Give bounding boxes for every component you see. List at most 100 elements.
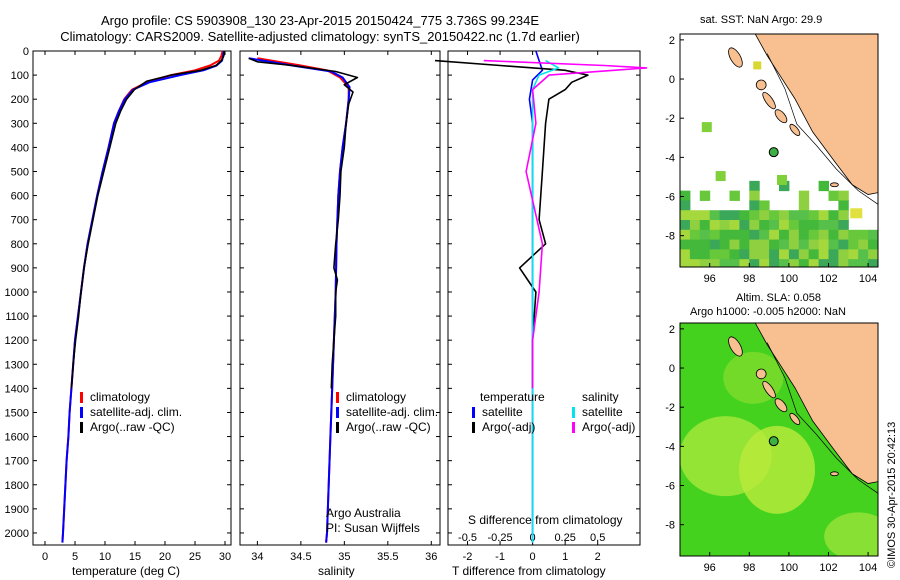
- map-y-tick-label: -4: [665, 152, 675, 164]
- sst-cell: [729, 249, 740, 260]
- sst-cell: [779, 220, 790, 231]
- x-tick-label: 36: [425, 551, 437, 563]
- x-tick-label: -1: [495, 551, 505, 563]
- sst-cell: [729, 259, 740, 267]
- sla-map: 96 98 100 102 104 2 0 -2 -4 -6 -8: [665, 322, 879, 574]
- x-tick-label: 35: [338, 551, 350, 563]
- sst-cell: [838, 249, 849, 260]
- series-line: [61, 50, 225, 543]
- sst-cell: [779, 259, 790, 267]
- sst-cell: [808, 229, 820, 241]
- map-x-tick-label: 100: [780, 273, 798, 285]
- sst-cell: [838, 220, 849, 231]
- s-diff-tick-label: 0.25: [554, 532, 575, 544]
- series-line: [70, 50, 226, 389]
- sst-cell: [719, 239, 730, 250]
- salinity-panel: 34 34.5 35 35.5 36: [239, 50, 441, 563]
- legend-diff-argo: Argo(-adj): [482, 420, 536, 434]
- x-tick-label: 30: [219, 551, 231, 563]
- map-y-tick-label: -6: [665, 481, 675, 493]
- sst-cell: [749, 200, 760, 211]
- sst-cell: [699, 190, 711, 201]
- bathymetry-contour: [766, 342, 878, 494]
- series-line: [248, 57, 351, 543]
- island: [755, 79, 767, 91]
- sst-cell: [818, 220, 829, 231]
- x-tick-label: 20: [159, 551, 171, 563]
- sla-map-title-2: Argo h1000: -0.005 h2000: NaN: [690, 306, 846, 318]
- sst-cell: [828, 220, 839, 231]
- sst-cell: [818, 239, 829, 250]
- map-y-tick-label: 0: [669, 363, 675, 375]
- island: [728, 47, 743, 68]
- map-x-tick-label: 104: [859, 562, 877, 574]
- sst-cell: [798, 249, 810, 260]
- sst-cell: [858, 249, 869, 260]
- series-line: [61, 50, 224, 543]
- sst-cell: [769, 229, 780, 241]
- legend-satellite-adj: satellite-adj. clim.: [90, 405, 183, 419]
- y-tick-label: 300: [11, 118, 29, 130]
- chart-title-line-1: Argo profile: CS 5903908_130 23-Apr-2015…: [100, 13, 539, 28]
- sst-cell: [828, 229, 839, 241]
- satellite-swatch: [336, 407, 339, 418]
- sst-cell: [759, 259, 770, 267]
- y-tick-label: 500: [11, 166, 29, 178]
- climatology-swatch: [336, 392, 339, 403]
- y-tick-label: 1600: [5, 432, 29, 444]
- sst-cell: [779, 239, 790, 250]
- x-tick-label: 35.5: [377, 551, 398, 563]
- map-x-tick-label: 96: [704, 562, 716, 574]
- difference-legend-salinity: salinity satellite Argo(-adj): [572, 390, 635, 435]
- argo-float-marker: [768, 147, 779, 158]
- legend-argo-raw: Argo(..raw -QC): [90, 420, 175, 434]
- s-diff-tick-label: -0.5: [458, 532, 477, 544]
- salinity-satellite-swatch: [572, 407, 575, 418]
- sst-cell: [719, 220, 730, 231]
- sst-cell: [838, 200, 849, 211]
- sst-cell: [759, 210, 770, 221]
- sst-cell: [777, 174, 788, 185]
- temperature-panel: 0100200300400500600700800900100011001200…: [5, 46, 232, 563]
- x-tick-label: 2: [595, 551, 601, 563]
- map-frame: [679, 322, 879, 557]
- sst-cell: [769, 239, 780, 250]
- salinity-argo-swatch: [572, 422, 575, 433]
- sst-cell: [798, 259, 810, 267]
- sst-cell: [729, 210, 740, 221]
- sst-cell: [749, 259, 760, 267]
- sst-cell: [680, 190, 691, 201]
- sst-cell: [749, 220, 760, 231]
- y-tick-label: 1700: [5, 456, 29, 468]
- sst-cell: [798, 190, 810, 201]
- sst-cell: [715, 171, 726, 182]
- island: [762, 380, 776, 399]
- island: [830, 471, 839, 477]
- sla-anomaly-blob: [824, 512, 878, 556]
- sst-cell: [808, 259, 820, 267]
- sst-cell: [699, 259, 711, 267]
- satellite-swatch: [472, 407, 475, 418]
- y-tick-label: 1400: [5, 383, 29, 395]
- sst-cell: [759, 220, 770, 231]
- plot-frame: [447, 50, 641, 546]
- sst-cell: [808, 210, 820, 221]
- sst-cell: [759, 239, 770, 250]
- sst-cell: [680, 220, 691, 231]
- difference-panel: -2 -1 0 1 2-0.5 -0.25 0 0.25 0.5: [434, 50, 648, 563]
- sst-cell: [719, 259, 730, 267]
- x-tick-label: -2: [463, 551, 473, 563]
- sst-cell: [798, 229, 810, 241]
- sst-cell: [788, 210, 800, 221]
- y-tick-label: 100: [11, 70, 29, 82]
- map-x-tick-label: 104: [859, 273, 877, 285]
- institution-label: Argo Australia: [326, 506, 401, 520]
- y-tick-label: 800: [11, 239, 29, 251]
- y-tick-label: 1200: [5, 335, 29, 347]
- sst-cell: [798, 210, 810, 221]
- map-y-tick-label: -2: [665, 402, 675, 414]
- plot-frame: [239, 50, 441, 546]
- sst-cell: [779, 210, 790, 221]
- map-y-tick-label: -2: [665, 113, 675, 125]
